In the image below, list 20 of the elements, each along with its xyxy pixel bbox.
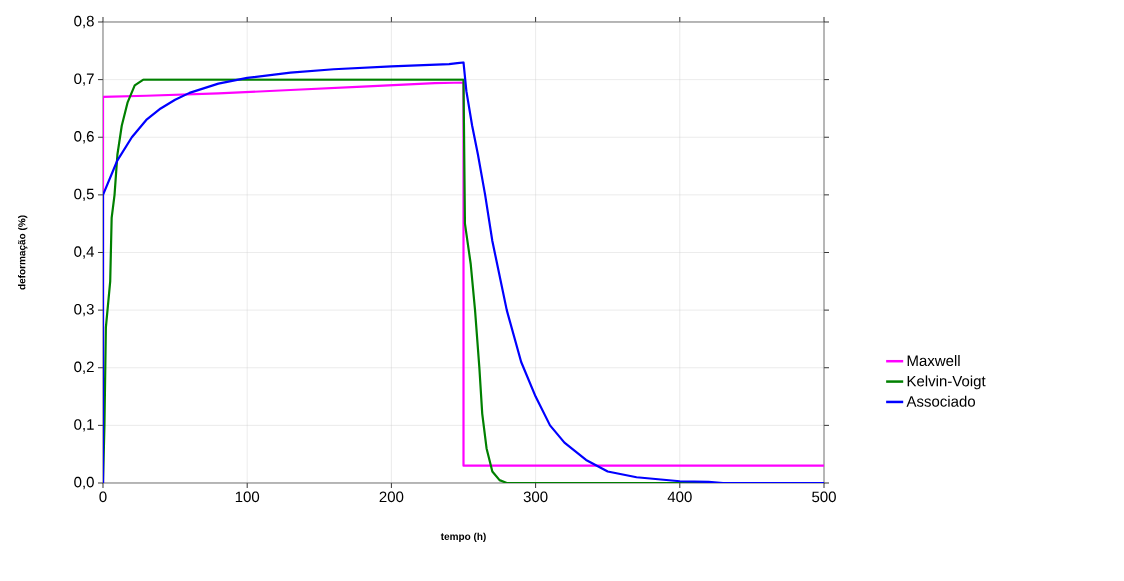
y-tick-label: 0,4 xyxy=(74,246,95,259)
legend-label: Associado xyxy=(906,395,976,407)
y-tick-label: 0,2 xyxy=(74,361,94,374)
x-tick-label: 200 xyxy=(379,491,404,503)
y-tick-label: 0,1 xyxy=(74,419,94,432)
y-tick-label: 0,0 xyxy=(74,476,94,490)
y-tick-label: 0,7 xyxy=(74,73,94,86)
y-tick-label: 0,3 xyxy=(74,303,94,317)
y-tick-label: 0,6 xyxy=(74,131,94,144)
y-axis-title: deformação (%) xyxy=(18,215,28,290)
x-tick-label: 400 xyxy=(667,491,692,503)
legend-label: Kelvin-Voigt xyxy=(907,375,986,390)
x-tick-label: 300 xyxy=(523,491,548,503)
y-tick-label: 0,8 xyxy=(74,15,94,29)
y-tick-label: 0,5 xyxy=(74,188,94,202)
legend-label: Maxwell xyxy=(907,355,960,367)
x-tick-label: 0 xyxy=(99,491,107,503)
x-tick-label: 500 xyxy=(812,491,836,503)
x-axis-title: tempo (h) xyxy=(440,532,486,542)
x-tick-label: 100 xyxy=(235,491,260,503)
